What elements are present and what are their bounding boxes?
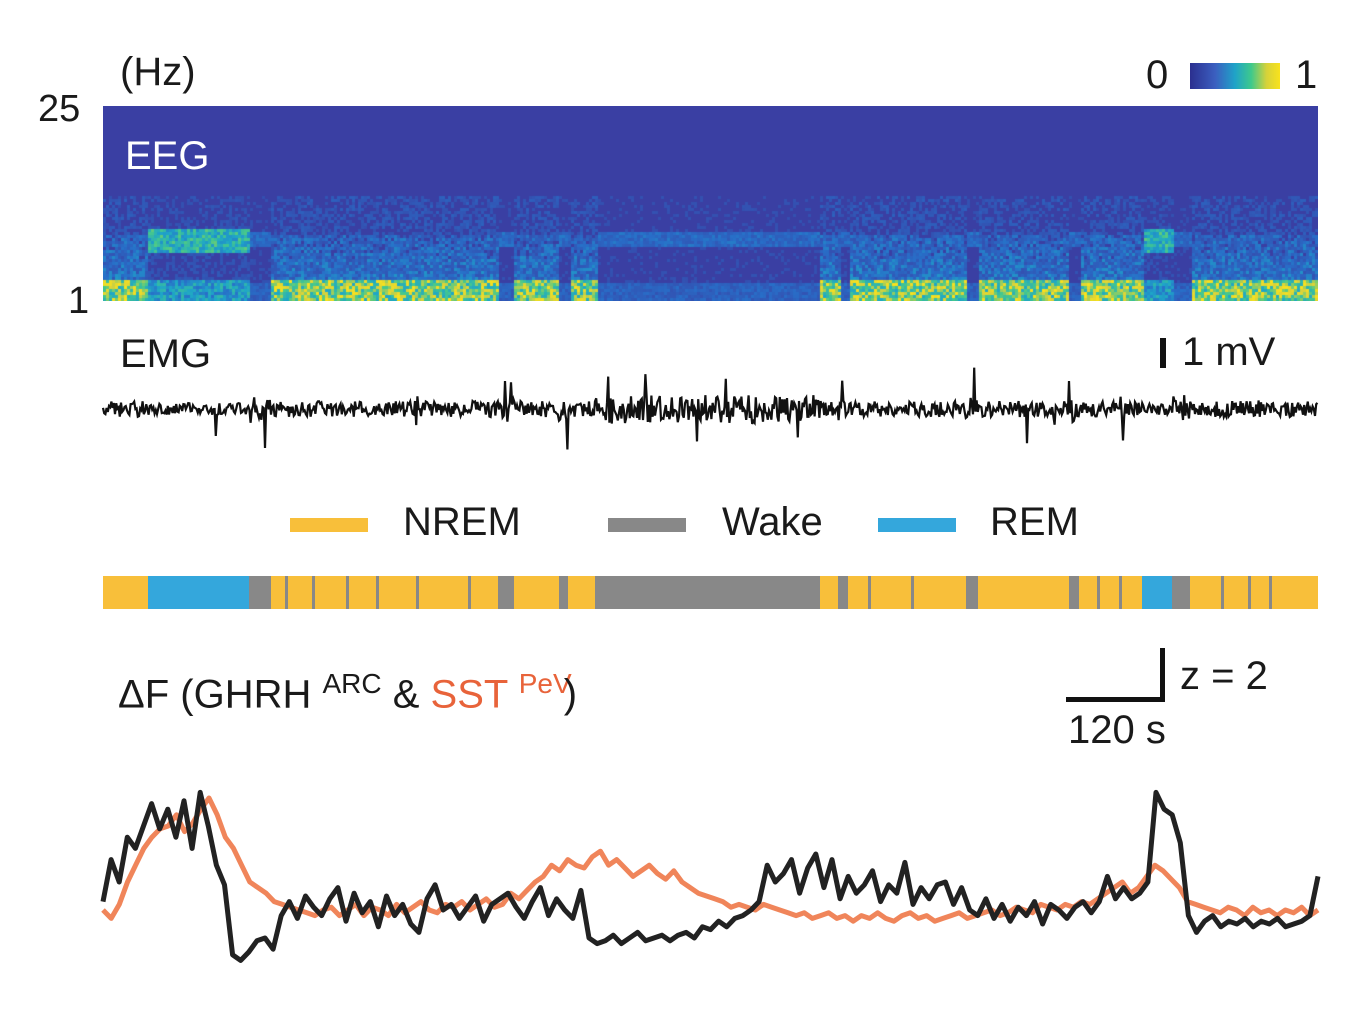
colorbar-max-label: 1 xyxy=(1295,53,1318,97)
df-title-sup-arc: ARC xyxy=(322,668,382,699)
df-title-suffix: ) xyxy=(563,672,578,717)
hypnogram-segment-wake xyxy=(1247,576,1251,609)
legend-swatch-nrem xyxy=(290,518,368,532)
sst-trace xyxy=(101,795,1320,924)
hypnogram-segment-wake xyxy=(497,576,514,609)
ghrh-trace xyxy=(100,789,1321,963)
scale-bar-y xyxy=(1160,648,1165,702)
hypnogram-segment-nrem xyxy=(103,576,148,609)
hypnogram-segment-wake xyxy=(1068,576,1079,609)
legend-swatch-wake xyxy=(608,518,686,532)
eeg-ylabel: (Hz) xyxy=(120,50,196,94)
df-title-prefix: ΔF (GHRH xyxy=(118,672,312,717)
legend-swatch-rem xyxy=(878,518,956,532)
colorbar xyxy=(1190,63,1280,89)
hypnogram-segment-wake xyxy=(558,576,569,609)
hypnogram-segment-wake xyxy=(376,576,380,609)
scale-bar-x xyxy=(1066,697,1165,702)
hypnogram-segment-wake xyxy=(248,576,271,609)
df-title-sup-pev: PeV xyxy=(518,668,572,699)
hypnogram xyxy=(103,576,1318,609)
df-title: ΔF (GHRH ARC & SST PeV) xyxy=(118,668,578,717)
hypnogram-segment-wake xyxy=(595,576,820,609)
hypnogram-segment-nrem xyxy=(819,576,839,609)
hypnogram-segment-wake xyxy=(1269,576,1273,609)
hypnogram-segment-wake xyxy=(1220,576,1224,609)
legend-label-rem: REM xyxy=(990,500,1079,544)
hypnogram-segment-wake xyxy=(467,576,471,609)
eeg-title: EEG xyxy=(125,134,210,178)
hypnogram-segment-rem xyxy=(147,576,249,609)
hypnogram-segment-nrem xyxy=(568,576,596,609)
emg-title: EMG xyxy=(120,332,212,376)
hypnogram-segment-wake xyxy=(910,576,914,609)
hypnogram-segment-wake xyxy=(838,576,848,609)
colorbar-min-label: 0 xyxy=(1146,53,1169,97)
legend-label-nrem: NREM xyxy=(403,500,521,544)
hypnogram-segment-wake xyxy=(285,576,289,609)
hypnogram-segment-nrem xyxy=(270,576,498,609)
eeg-ytick-bottom: 1 xyxy=(68,280,90,322)
legend-label-wake: Wake xyxy=(722,500,823,544)
eeg-spectrogram-canvas xyxy=(103,106,1318,301)
hypnogram-segment-nrem xyxy=(513,576,559,609)
scale-y-label: z = 2 xyxy=(1180,654,1268,698)
hypnogram-segment-wake xyxy=(416,576,420,609)
hypnogram-segment-nrem xyxy=(1190,576,1318,609)
emg-trace xyxy=(101,367,1319,450)
df-title-amp: & xyxy=(392,672,420,717)
hypnogram-segment-wake xyxy=(346,576,349,609)
hypnogram-segment-wake xyxy=(1118,576,1122,609)
emg-scale-bar xyxy=(1160,338,1166,368)
hypnogram-segment-wake xyxy=(311,576,315,609)
df-title-sst: SST xyxy=(430,672,508,717)
hypnogram-segment-nrem xyxy=(1078,576,1142,609)
hypnogram-segment-wake xyxy=(1096,576,1100,609)
emg-scale-label: 1 mV xyxy=(1182,330,1276,374)
hypnogram-segment-nrem xyxy=(847,576,966,609)
hypnogram-segment-rem xyxy=(1141,576,1173,609)
scale-x-label: 120 s xyxy=(1068,708,1166,752)
eeg-ytick-top: 25 xyxy=(38,88,81,130)
hypnogram-segment-wake xyxy=(1172,576,1191,609)
hypnogram-segment-wake xyxy=(965,576,978,609)
eeg-spectrogram: EEG xyxy=(103,106,1318,301)
hypnogram-segment-nrem xyxy=(977,576,1069,609)
hypnogram-segment-wake xyxy=(868,576,872,609)
